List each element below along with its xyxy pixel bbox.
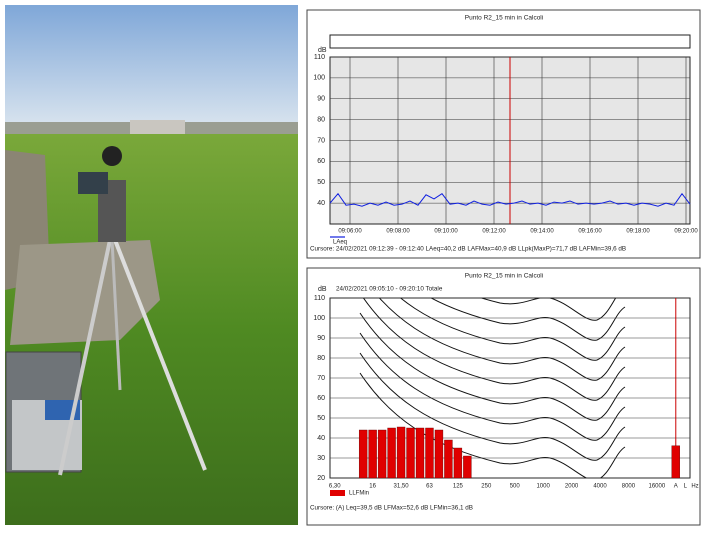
bar bbox=[444, 439, 453, 479]
bar bbox=[368, 429, 377, 479]
x-tick-label: 09:18:00 bbox=[626, 229, 650, 235]
x-tick-label: 09:16:00 bbox=[578, 229, 602, 235]
x-tick-label: 16000 bbox=[648, 484, 665, 490]
bar bbox=[396, 426, 406, 479]
bar bbox=[387, 427, 396, 479]
y-tick-label: 90 bbox=[317, 335, 325, 342]
x-tick-label: 31,50 bbox=[394, 484, 410, 490]
x-tick-label: 63 bbox=[426, 484, 433, 490]
x-tick-label: 09:06:00 bbox=[338, 229, 362, 235]
y-tick-label: 60 bbox=[317, 158, 325, 165]
x-unit-label: Hz bbox=[691, 484, 698, 490]
y-tick-label: 70 bbox=[317, 375, 325, 382]
x-tick-label: 6,30 bbox=[329, 484, 341, 490]
y-tick-label: 20 bbox=[317, 475, 325, 482]
status-text: Cursore: 24/02/2021 09:12:39 - 09:12:40 … bbox=[310, 246, 626, 253]
x-tick-label: 8000 bbox=[622, 484, 636, 490]
chart-title: Punto R2_15 min in Calcoli bbox=[465, 273, 543, 280]
y-tick-label: 40 bbox=[317, 200, 325, 207]
y-tick-label: 110 bbox=[314, 295, 325, 302]
y-axis-label: dB bbox=[318, 286, 327, 293]
y-tick-label: 80 bbox=[317, 355, 325, 362]
y-tick-label: 40 bbox=[317, 435, 325, 442]
status-text: Cursore: (A) Leq=39,5 dB LFMax=52,6 dB L… bbox=[310, 505, 473, 512]
bar bbox=[463, 455, 472, 479]
legend-swatch bbox=[330, 490, 345, 496]
bar bbox=[358, 429, 368, 479]
x-tick-label: 09:10:00 bbox=[434, 229, 458, 235]
y-tick-label: 100 bbox=[313, 315, 325, 322]
x-tick-label: 09:14:00 bbox=[530, 229, 554, 235]
chart-title: Punto R2_15 min in Calcoli bbox=[465, 15, 543, 22]
x-tick-label: 4000 bbox=[593, 484, 607, 490]
subtitle: 24/02/2021 09:05:10 - 09:20:10 Totale bbox=[336, 286, 443, 293]
y-tick-label: 30 bbox=[317, 455, 325, 462]
y-tick-label: 80 bbox=[317, 116, 325, 123]
y-tick-label: 50 bbox=[317, 415, 325, 422]
y-tick-label: 60 bbox=[317, 395, 325, 402]
x-tick-label: 09:08:00 bbox=[386, 229, 410, 235]
bar bbox=[453, 447, 463, 479]
x-tick-label: 2000 bbox=[565, 484, 579, 490]
y-tick-label: 110 bbox=[314, 54, 325, 61]
x-tick-label: 500 bbox=[510, 484, 521, 490]
bar bbox=[425, 427, 434, 479]
x-tick-label: 250 bbox=[481, 484, 492, 490]
bar bbox=[434, 429, 444, 479]
bar bbox=[377, 429, 387, 479]
legend-label: LAeq bbox=[333, 240, 347, 246]
x-tick-label: 16 bbox=[369, 484, 376, 490]
header-box bbox=[329, 34, 691, 49]
data-line bbox=[329, 192, 691, 207]
x-tick-label: 125 bbox=[453, 484, 464, 490]
bar bbox=[671, 445, 680, 479]
legend-label: LLFMin bbox=[349, 491, 369, 497]
x-tick-label: A bbox=[674, 484, 678, 490]
x-tick-label: 09:12:00 bbox=[482, 229, 506, 235]
bar bbox=[406, 427, 415, 479]
photo bbox=[5, 5, 298, 525]
bar bbox=[415, 427, 425, 479]
y-tick-label: 50 bbox=[317, 179, 325, 186]
y-tick-label: 70 bbox=[317, 137, 325, 144]
x-tick-label: L bbox=[684, 484, 688, 490]
x-tick-label: 1000 bbox=[536, 484, 550, 490]
x-tick-label: 09:20:00 bbox=[674, 229, 698, 235]
y-tick-label: 100 bbox=[313, 75, 325, 82]
y-tick-label: 90 bbox=[317, 96, 325, 103]
y-axis-label: dB bbox=[318, 47, 327, 54]
